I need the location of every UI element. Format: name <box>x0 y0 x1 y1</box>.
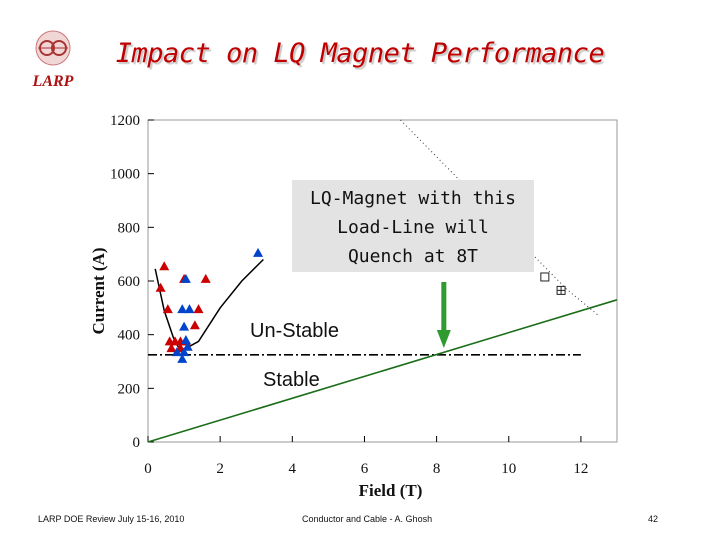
x-tick-label-3: 6 <box>361 461 369 477</box>
stability-boundary <box>154 258 264 353</box>
blue-triangle-3 <box>184 304 195 314</box>
callout-line-1: LQ-Magnet with this <box>310 188 516 209</box>
unstable-label: Un-Stable <box>250 320 339 342</box>
red-triangle-10 <box>189 320 200 330</box>
blue-triangle-2 <box>177 304 188 314</box>
load-line <box>147 299 618 443</box>
blue-triangle-7 <box>179 347 190 357</box>
y-tick-label-3: 600 <box>118 274 141 290</box>
blue-triangle-6 <box>171 347 182 357</box>
blue-triangle-1 <box>180 273 191 283</box>
y-tick-label-2: 400 <box>118 328 141 344</box>
y-tick-label-5: 1000 <box>110 167 140 183</box>
larp-logo: LARP <box>32 30 74 90</box>
x-tick-label-0: 0 <box>144 461 152 477</box>
short-sample-line <box>400 119 600 317</box>
red-triangle-5 <box>193 304 204 314</box>
blue-triangle-9 <box>177 353 188 363</box>
x-tick-label-5: 10 <box>501 461 516 477</box>
open-square-cross-1 <box>557 286 566 295</box>
blue-triangle-5 <box>180 335 191 345</box>
y-tick-label-4: 800 <box>118 220 141 236</box>
svg-text:LARP: LARP <box>32 73 74 90</box>
blue-triangle-0 <box>253 247 264 257</box>
y-tick-label-6: 1200 <box>110 113 140 129</box>
stable-label: Stable <box>263 369 320 391</box>
red-triangle-4 <box>162 304 173 314</box>
open-square-0 <box>540 272 550 282</box>
x-tick-label-2: 4 <box>289 461 297 477</box>
footer-center: Conductor and Cable - A. Ghosh <box>302 514 433 524</box>
callout-line-2: Load-Line will <box>337 217 489 238</box>
y-tick-label-0: 0 <box>133 435 141 451</box>
slide-title: Impact on LQ Magnet Performance <box>115 38 605 69</box>
x-tick-label-4: 8 <box>433 461 441 477</box>
blue-triangle-8 <box>182 341 193 351</box>
x-axis-label: Field (T) <box>359 481 423 500</box>
red-triangle-1 <box>155 282 166 292</box>
quench-arrow-head <box>436 330 451 348</box>
footer-page-number: 42 <box>648 514 659 524</box>
x-tick-label-6: 12 <box>573 461 588 477</box>
footer-left: LARP DOE Review July 15-16, 2010 <box>38 514 185 524</box>
red-triangle-3 <box>200 273 211 283</box>
callout-box: LQ-Magnet with this Load-Line will Quenc… <box>292 180 534 272</box>
callout-line-3: Quench at 8T <box>347 246 479 267</box>
blue-triangle-4 <box>179 321 190 331</box>
red-triangle-0 <box>159 261 170 271</box>
y-axis-label: Current (A) <box>89 247 108 334</box>
red-triangle-11 <box>166 343 177 353</box>
y-tick-label-1: 200 <box>118 381 141 397</box>
x-tick-label-1: 2 <box>216 461 224 477</box>
